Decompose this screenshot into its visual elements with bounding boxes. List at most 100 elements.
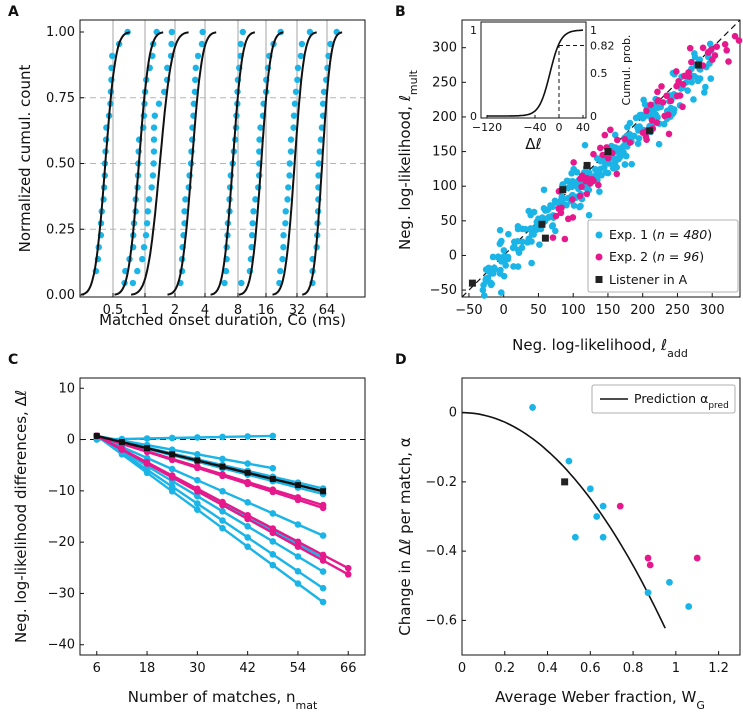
- xtick-label-a-7: 64: [319, 303, 336, 318]
- panel-letter-c: C: [8, 352, 18, 368]
- data-point-a-6-8: [285, 184, 292, 191]
- inset-xlabel: Δℓ: [525, 135, 541, 153]
- xtick-label-b-4: 150: [596, 303, 621, 318]
- xtick-label-b-5: 200: [630, 303, 655, 318]
- data-point-a-6-6: [282, 208, 289, 215]
- fit-curve-a-6: [272, 31, 317, 296]
- exp1-point-245: [585, 211, 593, 219]
- data-point-a-4-21: [239, 28, 247, 36]
- data-point-a-2-7: [145, 196, 153, 203]
- listener-point-3: [559, 186, 567, 194]
- series-a-4: [210, 28, 256, 296]
- marker-c-4-6: [244, 499, 251, 506]
- exp1-point-200: [540, 186, 548, 194]
- exp1-point-d-4: [593, 513, 601, 520]
- exp1-point-276: [524, 239, 531, 246]
- exp1-point-269: [530, 208, 538, 216]
- marker-c-12-4: [194, 487, 201, 495]
- marker-c-13-8: [294, 482, 301, 489]
- ytick-label-c-2: −10: [48, 484, 75, 499]
- exp1-point-d-8: [666, 578, 673, 586]
- exp2-point-72: [681, 72, 688, 80]
- ytick-label-b-7: 300: [432, 41, 457, 56]
- exp1-point-248: [491, 264, 498, 272]
- series-a-6: [272, 28, 317, 296]
- ytick-label-d-2: −0.4: [425, 544, 457, 559]
- data-point-a-2-4: [142, 232, 150, 239]
- exp2-point-23: [549, 234, 557, 241]
- inset-ytick-right-3: 1: [590, 24, 597, 37]
- data-point-a-6-18: [294, 64, 302, 72]
- xtick-label-a-4: 8: [234, 303, 242, 318]
- exp2-point-14: [601, 131, 609, 139]
- data-point-a-6-2: [279, 255, 286, 263]
- fit-curve-a-4: [210, 31, 256, 296]
- data-point-a-3-18: [192, 64, 199, 72]
- legend-exp2-n: n = 96: [657, 249, 699, 264]
- marker-c-10-5: [219, 472, 226, 480]
- ytick-label-b-2: 50: [440, 214, 457, 229]
- exp1-point-244: [651, 105, 659, 113]
- plot-frame-d: [461, 377, 741, 656]
- xlabel-d: Average Weber fraction, WG: [495, 688, 705, 712]
- ytick-label-a-3: 0.75: [46, 91, 75, 106]
- ytick-label-d-3: −0.6: [425, 613, 457, 628]
- legend-exp1-n: n = 480: [657, 227, 707, 242]
- marker-c-12-3: [168, 474, 176, 481]
- ylabel-b-sub: mult: [407, 69, 420, 95]
- data-point-a-6-17: [294, 76, 301, 84]
- fit-curve-a-5: [238, 31, 284, 296]
- exp1-point-d-6: [599, 533, 607, 541]
- exp1-point-92: [660, 120, 668, 128]
- legend-label-listener: Listener in A: [609, 272, 688, 287]
- marker-c-8-9: [319, 598, 327, 606]
- legend-d-main: Prediction α: [634, 391, 708, 406]
- exp1-point-61: [489, 253, 497, 261]
- exp1-point-211: [626, 131, 634, 138]
- marker-c-0-4: [194, 434, 201, 441]
- exp2-point-42: [647, 101, 654, 109]
- exp2-point-68: [673, 82, 680, 90]
- marker-c-4-3: [168, 465, 176, 473]
- ytick-label-b-0: −50: [430, 283, 457, 298]
- marker-c-1-5: [219, 455, 226, 463]
- exp1-point-288: [514, 222, 522, 230]
- exp2-point-33: [621, 135, 629, 143]
- marker-c-7-9: [319, 584, 327, 592]
- marker-c-12-6: [244, 515, 251, 523]
- exp1-point-d-5: [599, 502, 607, 510]
- marker-c-13-5: [219, 463, 226, 470]
- ylabel-d: Change in Δℓ per match, α: [396, 437, 414, 636]
- marker-c-12-1: [118, 446, 126, 454]
- data-point-a-6-3: [280, 243, 287, 251]
- data-point-a-3-19: [194, 52, 202, 60]
- fit-curve-a-1: [114, 31, 164, 296]
- data-point-a-6-19: [297, 52, 305, 60]
- exp1-point-278: [612, 144, 619, 151]
- fit-curve-a-0: [81, 31, 130, 296]
- exp1-point-290: [505, 230, 512, 238]
- legend-marker-exp1: [595, 231, 603, 239]
- marker-c-8-2: [143, 469, 151, 477]
- exp2-point-d-3: [693, 554, 701, 562]
- inset-frame: [480, 21, 587, 119]
- marker-c-6-6: [244, 523, 251, 530]
- data-point-a-2-12: [150, 136, 158, 143]
- data-point-a-5-13: [257, 124, 264, 131]
- ytick-label-a-2: 0.50: [46, 157, 75, 172]
- exp1-point-287: [498, 258, 505, 265]
- ylabel-b-main: Neg. log-likelihood, ℓ: [396, 95, 414, 250]
- exp1-point-187: [707, 75, 715, 82]
- data-point-a-5-5: [249, 220, 256, 227]
- marker-c-7-5: [219, 517, 226, 524]
- ytick-label-a-0: 0.00: [46, 288, 75, 303]
- exp1-point-210: [511, 243, 518, 250]
- exp1-point-241: [496, 240, 504, 248]
- data-point-a-6-11: [287, 148, 295, 155]
- exp2-point-13: [578, 172, 586, 180]
- data-point-a-6-10: [286, 160, 293, 167]
- prediction-curve: [461, 411, 666, 629]
- xtick-label-a-0: 0.5: [103, 303, 124, 318]
- data-point-a-5-3: [248, 243, 255, 251]
- marker-c-13-4: [194, 457, 201, 464]
